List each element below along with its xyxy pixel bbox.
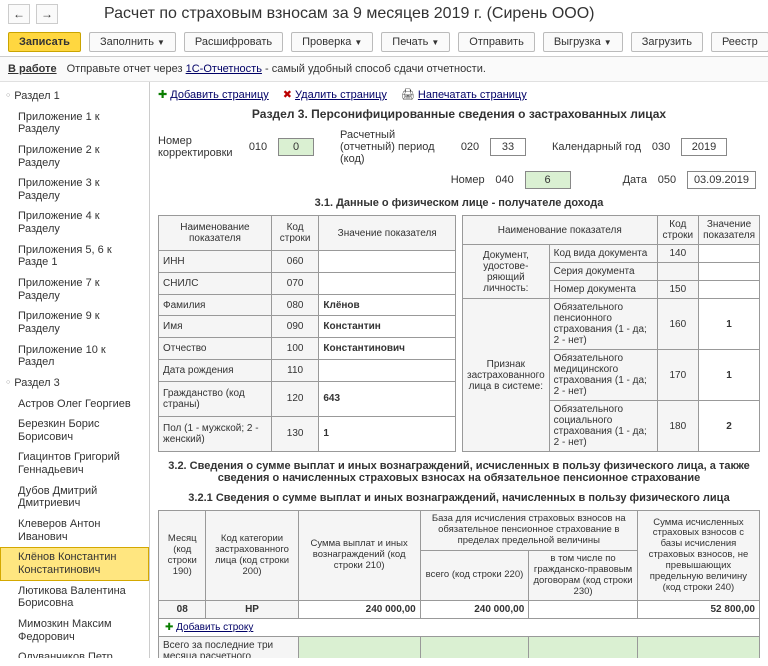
corr-field[interactable]: 0 xyxy=(278,138,314,156)
table-row[interactable]: 08 НР 240 000,00 240 000,00 52 800,00 xyxy=(159,601,760,619)
corr-label: Номер корректировки xyxy=(158,135,238,159)
year-field[interactable]: 2019 xyxy=(681,138,727,156)
sidebar-item-10[interactable]: Астров Олег Георгиев xyxy=(0,394,149,415)
table-row[interactable]: Дата рождения110 xyxy=(159,360,456,382)
decode-button[interactable]: Расшифровать xyxy=(184,32,283,52)
sidebar: Раздел 1Приложение 1 к РазделуПриложение… xyxy=(0,82,150,658)
sidebar-item-13[interactable]: Дубов Дмитрий Дмитриевич xyxy=(0,481,149,514)
sidebar-item-1[interactable]: Приложение 1 к Разделу xyxy=(0,107,149,140)
send-button[interactable]: Отправить xyxy=(458,32,535,52)
table-row[interactable]: Имя090Константин xyxy=(159,316,456,338)
print-page-link[interactable]: 🖨 Напечатать страницу xyxy=(401,88,527,101)
sidebar-item-15[interactable]: Клёнов Константин Константинович xyxy=(0,547,149,580)
date-label: Дата xyxy=(623,174,647,186)
check-button[interactable]: Проверка▼ xyxy=(291,32,373,52)
sub31-title: 3.1. Данные о физическом лице - получате… xyxy=(158,197,760,209)
nav-forward-button[interactable]: → xyxy=(36,4,58,24)
sidebar-item-5[interactable]: Приложения 5, 6 к Разде 1 xyxy=(0,240,149,273)
table-row[interactable]: Признак застрахованного лица в системе:О… xyxy=(463,299,760,350)
sidebar-item-8[interactable]: Приложение 10 к Раздел xyxy=(0,340,149,373)
print-button[interactable]: Печать▼ xyxy=(381,32,450,52)
sidebar-item-11[interactable]: Березкин Борис Борисович xyxy=(0,414,149,447)
date-field[interactable]: 03.09.2019 xyxy=(687,171,756,189)
status-text: Отправьте отчет через 1С-Отчетность - са… xyxy=(67,63,486,75)
table-row[interactable]: Гражданство (код страны)120643 xyxy=(159,381,456,416)
table-row[interactable]: Фамилия080Клёнов xyxy=(159,294,456,316)
sidebar-item-16[interactable]: Лютикова Валентина Борисовна xyxy=(0,581,149,614)
sidebar-item-12[interactable]: Гиацинтов Григорий Геннадьевич xyxy=(0,447,149,480)
num-label: Номер xyxy=(451,174,485,186)
sidebar-item-6[interactable]: Приложение 7 к Разделу xyxy=(0,273,149,306)
left-table: Наименование показателяКод строкиЗначени… xyxy=(158,215,456,452)
add-page-link[interactable]: ✚ Добавить страницу xyxy=(158,88,269,101)
num-field[interactable]: 6 xyxy=(525,171,571,189)
table-row[interactable]: Пол (1 - мужской; 2 - женский)1301 xyxy=(159,416,456,451)
sub321-title: 3.2.1 Сведения о сумме выплат и иных воз… xyxy=(158,492,760,504)
sidebar-item-2[interactable]: Приложение 2 к Разделу xyxy=(0,140,149,173)
sub32-title: 3.2. Сведения о сумме выплат и иных возн… xyxy=(158,460,760,484)
sidebar-item-18[interactable]: Одуванчиков Петр Валентинович xyxy=(0,647,149,658)
period-field[interactable]: 33 xyxy=(490,138,526,156)
year-label: Календарный год xyxy=(552,141,641,153)
table-row[interactable]: Отчество100Константинович xyxy=(159,338,456,360)
sidebar-item-0[interactable]: Раздел 1 xyxy=(0,86,149,107)
table-row[interactable]: ИНН060 xyxy=(159,251,456,273)
delete-page-link[interactable]: ✖ Удалить страницу xyxy=(283,88,387,101)
period-label: Расчетный (отчетный) период (код) xyxy=(340,129,450,165)
sidebar-item-4[interactable]: Приложение 4 к Разделу xyxy=(0,206,149,239)
status-label[interactable]: В работе xyxy=(8,63,57,75)
table-row[interactable]: СНИЛС070 xyxy=(159,272,456,294)
sidebar-item-14[interactable]: Клеверов Антон Иванович xyxy=(0,514,149,547)
total-row: Всего за последние три месяца расчетного… xyxy=(159,637,760,658)
nav-back-button[interactable]: ← xyxy=(8,4,30,24)
add-row-link[interactable]: ✚ Добавить строку xyxy=(159,619,760,637)
page-title: Расчет по страховым взносам за 9 месяцев… xyxy=(104,5,595,23)
grid-table: Месяц (код строки 190) Код категории зас… xyxy=(158,510,760,658)
sidebar-item-17[interactable]: Мимозкин Максим Федорович xyxy=(0,614,149,647)
right-table: Наименование показателяКод строкиЗначени… xyxy=(462,215,760,452)
section-title: Раздел 3. Персонифицированные сведения о… xyxy=(158,107,760,121)
sidebar-item-9[interactable]: Раздел 3 xyxy=(0,373,149,394)
write-button[interactable]: Записать xyxy=(8,32,81,52)
sidebar-item-7[interactable]: Приложение 9 к Разделу xyxy=(0,306,149,339)
table-row[interactable]: Документ, удостове-ряющий личность:Код в… xyxy=(463,245,760,263)
import-button[interactable]: Загрузить xyxy=(631,32,703,52)
status-link[interactable]: 1С-Отчетность xyxy=(186,63,262,75)
export-button[interactable]: Выгрузка▼ xyxy=(543,32,623,52)
sidebar-item-3[interactable]: Приложение 3 к Разделу xyxy=(0,173,149,206)
registry-button[interactable]: Реестр xyxy=(711,32,768,52)
fill-button[interactable]: Заполнить▼ xyxy=(89,32,176,52)
